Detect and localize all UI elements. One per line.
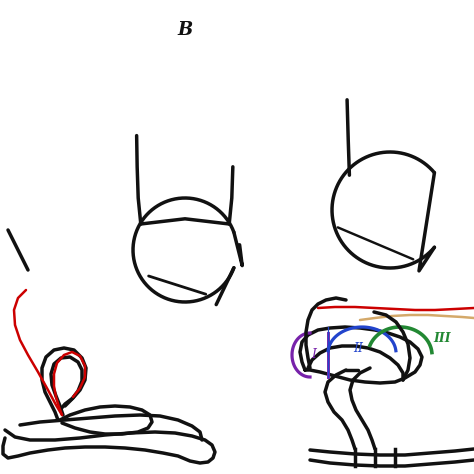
Text: III: III: [433, 331, 451, 345]
Text: B: B: [177, 21, 192, 39]
Text: I: I: [311, 348, 317, 362]
Text: II: II: [353, 341, 363, 355]
